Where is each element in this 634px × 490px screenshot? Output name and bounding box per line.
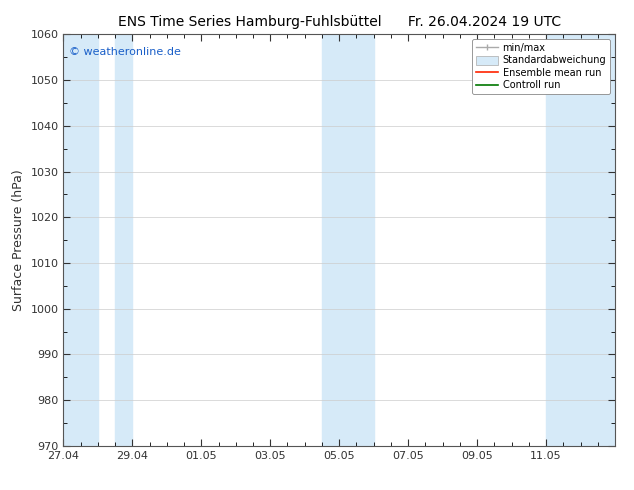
Title: ENS Time Series Hamburg-Fuhlsbüttel      Fr. 26.04.2024 19 UTC: ENS Time Series Hamburg-Fuhlsbüttel Fr. …	[118, 15, 560, 29]
Bar	[546, 34, 615, 446]
Bar	[322, 34, 339, 446]
Y-axis label: Surface Pressure (hPa): Surface Pressure (hPa)	[12, 169, 25, 311]
Bar	[339, 34, 373, 446]
Text: © weatheronline.de: © weatheronline.de	[69, 47, 181, 57]
Bar	[63, 34, 98, 446]
Legend: min/max, Standardabweichung, Ensemble mean run, Controll run: min/max, Standardabweichung, Ensemble me…	[472, 39, 610, 94]
Bar	[115, 34, 133, 446]
